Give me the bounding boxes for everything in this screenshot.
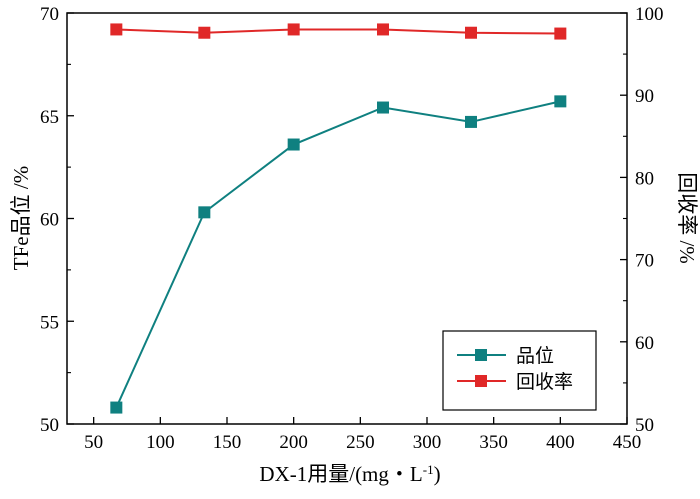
legend-item-recovery: 回收率: [457, 371, 573, 393]
data-point-recovery: [198, 26, 211, 39]
data-point-grade: [377, 101, 389, 114]
legend-label-recovery: 回收率: [516, 371, 573, 393]
data-point-recovery: [377, 23, 389, 36]
series-line-recovery: [116, 28, 561, 35]
legend-label-grade: 品位: [516, 345, 554, 367]
right-y-tick-label: 60: [635, 333, 654, 354]
x-axis-ticks: 50 100 150 200 250 300 350 400 450: [84, 417, 641, 453]
legend-marker-recovery: [475, 375, 487, 387]
left-y-tick-label: 50: [40, 415, 59, 436]
x-tick-label: 50: [84, 432, 103, 453]
x-tick-label: 400: [546, 432, 575, 453]
series-line-grade: [115, 100, 561, 408]
data-point-grade: [287, 138, 300, 151]
right-y-tick-label: 50: [635, 415, 654, 436]
legend: 品位 回收率: [442, 330, 597, 411]
data-point-recovery: [287, 23, 300, 36]
data-point-recovery: [465, 26, 477, 39]
x-tick-label: 200: [279, 432, 308, 453]
x-tick-label: 350: [479, 432, 508, 453]
x-axis-title-superscript: -1: [423, 462, 434, 477]
x-tick-label: 250: [346, 432, 375, 453]
data-point-grade: [465, 115, 477, 128]
series-layer: [110, 23, 567, 414]
left-y-tick-label: 60: [40, 210, 59, 231]
left-y-axis-ticks: 50 55 60 65 70: [40, 4, 74, 436]
data-point-recovery: [554, 27, 567, 40]
data-point-grade: [198, 206, 211, 219]
data-point-recovery: [110, 23, 123, 36]
legend-marker-grade: [475, 349, 487, 361]
x-tick-label: 450: [613, 432, 642, 453]
legend-item-grade: 品位: [457, 345, 554, 367]
right-y-tick-label: 100: [635, 4, 664, 25]
right-y-tick-label: 70: [635, 251, 654, 272]
x-tick-label: 100: [146, 432, 175, 453]
legend-box: [442, 330, 597, 411]
x-tick-label: 300: [413, 432, 442, 453]
left-y-tick-label: 55: [40, 312, 59, 333]
data-point-grade: [554, 95, 567, 108]
x-tick-label: 150: [213, 432, 242, 453]
left-y-tick-label: 70: [40, 4, 59, 25]
left-y-axis-title: TFe品位 /%: [9, 166, 33, 270]
right-y-tick-label: 90: [635, 86, 654, 107]
right-y-axis-ticks: 50 60 70 80 90 100: [620, 4, 664, 436]
data-point-grade: [110, 401, 123, 414]
right-y-axis-title: 回收率 /%: [675, 172, 699, 264]
left-y-tick-label: 65: [40, 107, 59, 128]
x-axis-title: DX-1用量/(mg・L-1): [259, 462, 440, 487]
right-y-tick-label: 80: [635, 168, 654, 189]
x-axis-title-suffix: ): [434, 462, 441, 486]
